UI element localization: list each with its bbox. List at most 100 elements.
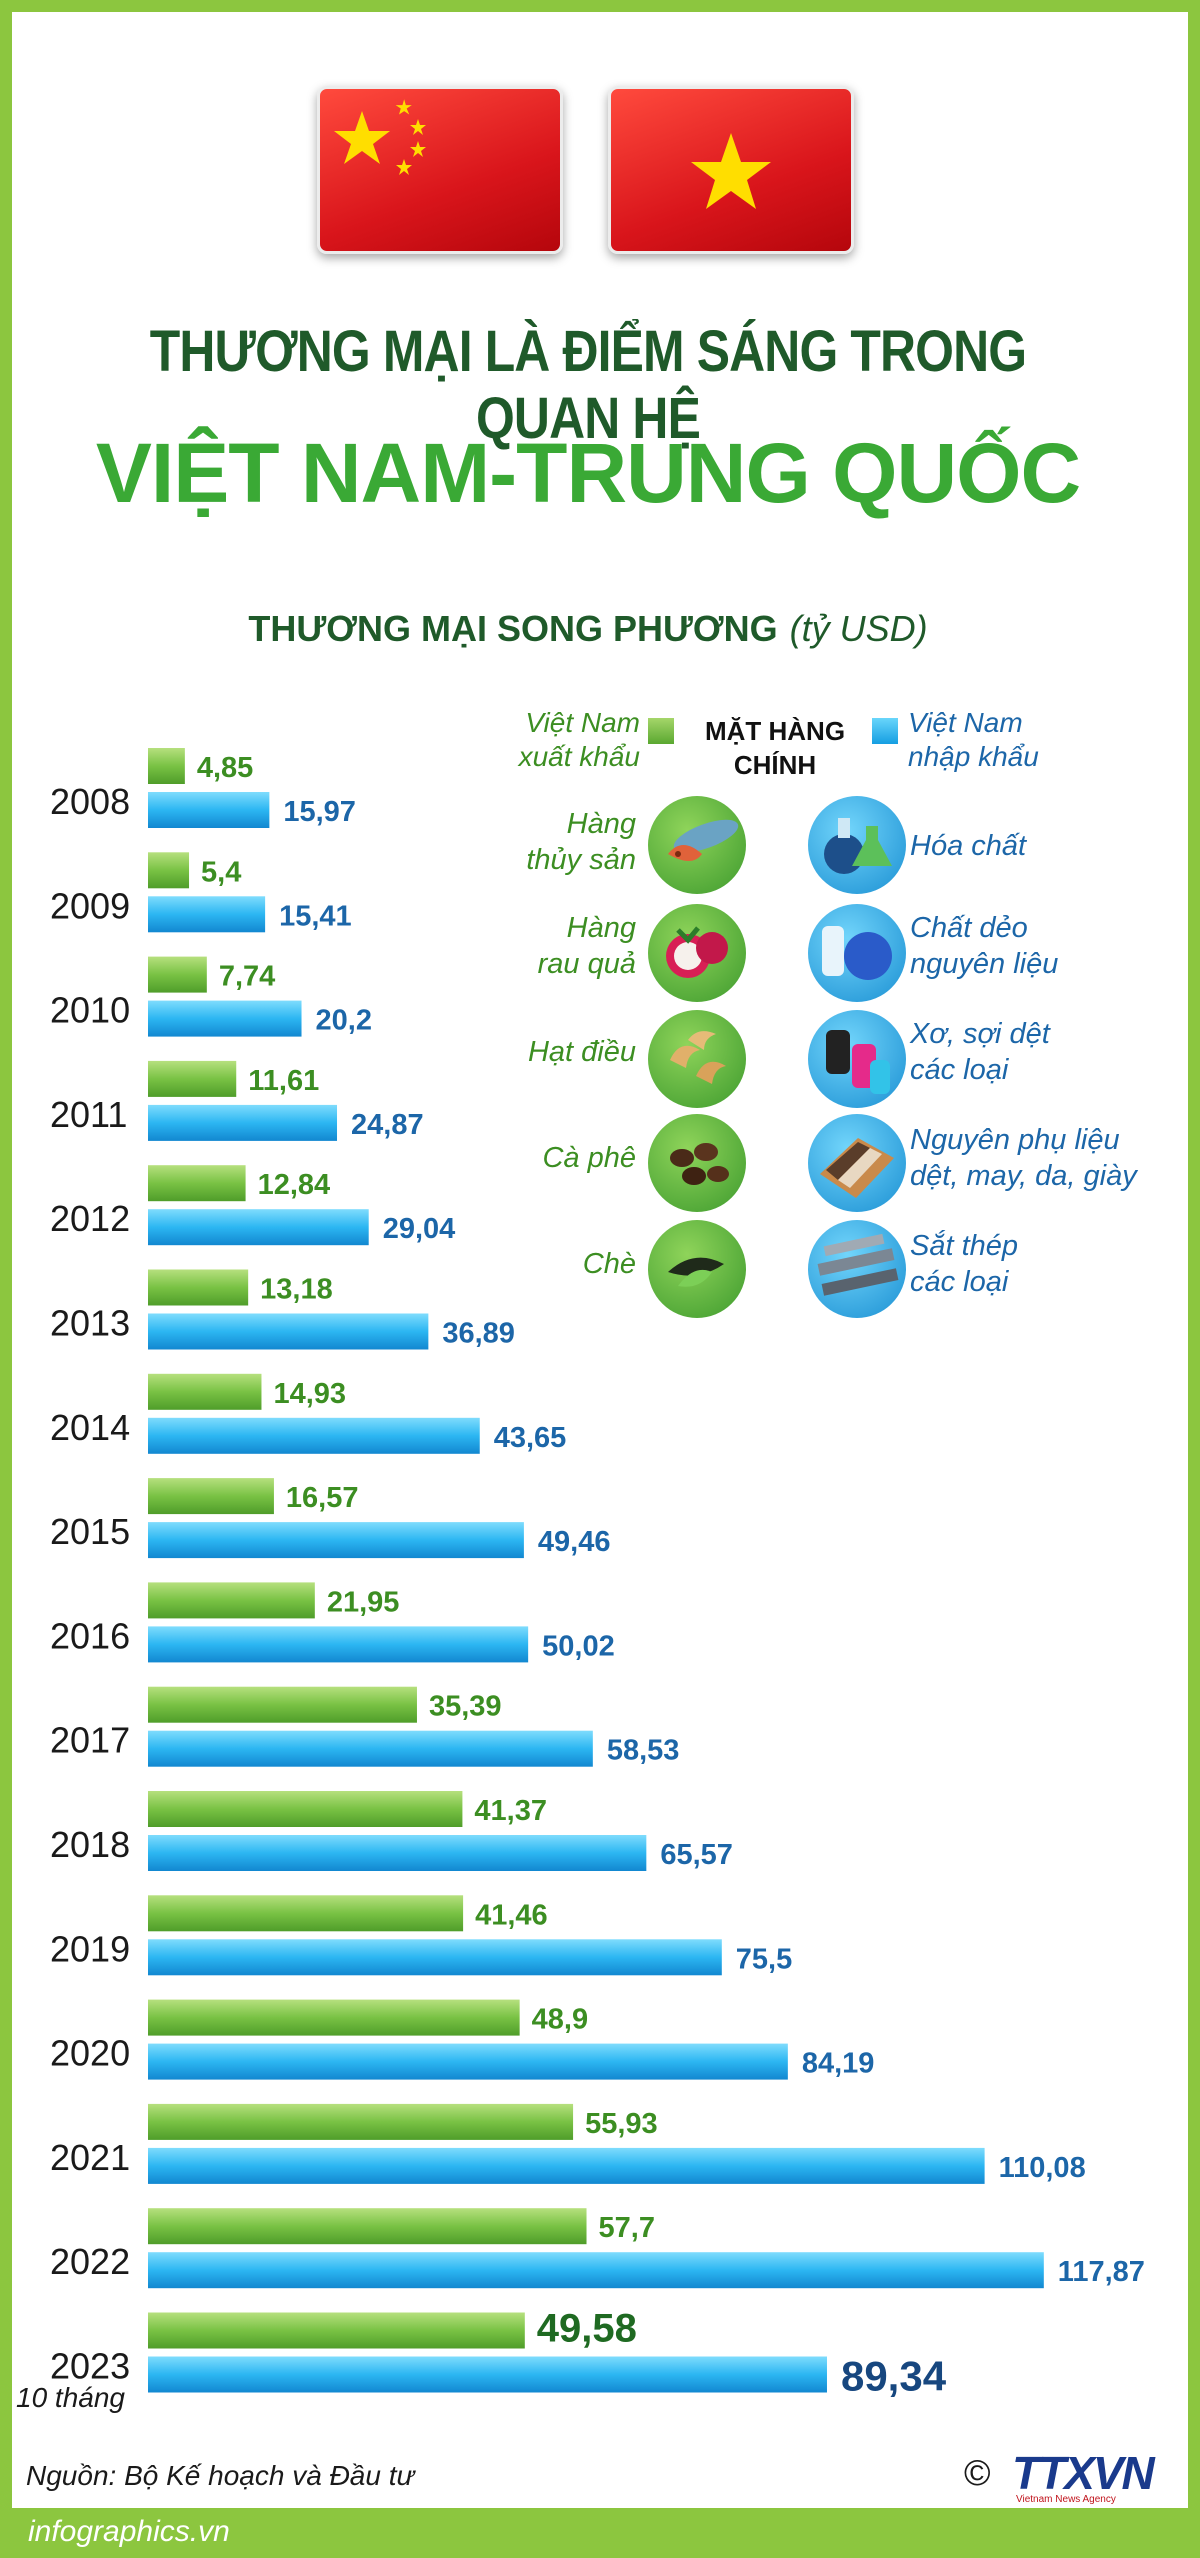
import-bar	[148, 2043, 788, 2080]
export-product-seafood: Hàng thủy sản	[496, 806, 636, 878]
import-value-label: 50,02	[542, 1630, 615, 1662]
export-product-fruit: Hàng rau quả	[496, 910, 636, 982]
import-bar	[148, 2356, 827, 2393]
export-value-label: 12,84	[258, 1169, 331, 1201]
export-product-line1: Hàng	[566, 912, 636, 944]
export-bar	[148, 1999, 520, 2036]
year-label: 2016	[50, 1615, 130, 1656]
import-bar	[148, 896, 266, 933]
legend-import-line2: nhập khẩu	[908, 741, 1039, 772]
export-bar	[148, 1269, 249, 1306]
import-bar	[148, 1835, 647, 1871]
import-product-chemicals: Hóa chất	[910, 828, 1200, 864]
legend-export-line1: Việt Nam	[525, 707, 640, 738]
export-value-label: 7,74	[219, 961, 275, 993]
import-bar	[148, 1730, 593, 1767]
import-value-label: 84,19	[802, 2048, 875, 2080]
legend-export-line2: xuất khẩu	[518, 741, 640, 772]
export-bar	[148, 1895, 464, 1932]
import-product-textile-materials: Nguyên phụ liệu dệt, may, da, giày	[910, 1122, 1200, 1194]
import-value-label: 89,34	[841, 2353, 947, 2400]
import-product-line1: Nguyên phụ liệu	[910, 1124, 1120, 1156]
import-value-label: 58,53	[607, 1735, 680, 1767]
export-value-label: 14,93	[273, 1378, 346, 1410]
export-bar	[148, 956, 207, 993]
import-value-label: 20,2	[316, 1005, 372, 1037]
title-line2: VIỆT NAM-TRUNG QUỐC	[95, 426, 1081, 520]
export-product-line1: Chè	[582, 1248, 636, 1280]
import-bar	[148, 1626, 529, 1663]
export-value-label: 57,7	[599, 2212, 655, 2244]
export-product-line2: rau quả	[537, 948, 636, 980]
chart-heading: THƯƠNG MẠI SONG PHƯƠNG (tỷ USD)	[0, 608, 1176, 650]
export-product-line1: Cà phê	[542, 1142, 636, 1174]
year-label: 2014	[50, 1407, 130, 1448]
export-product-coffee: Cà phê	[496, 1140, 636, 1176]
import-value-label: 110,08	[999, 2152, 1086, 2184]
export-bar	[148, 1373, 262, 1410]
year-label: 2013	[50, 1303, 130, 1344]
year-label: 2015	[50, 1511, 130, 1552]
import-product-line2: các loại	[910, 1266, 1009, 1298]
legend-main-line2: CHÍNH	[733, 750, 817, 780]
fabric-leather-icon	[808, 1114, 906, 1212]
site-link[interactable]: infographics.vn	[28, 2515, 230, 2548]
import-product-plastics: Chất dẻo nguyên liệu	[910, 910, 1200, 982]
import-bar	[148, 1417, 480, 1454]
year-label: 2023	[50, 2346, 130, 2387]
import-product-line1: Sắt thép	[910, 1230, 1019, 1262]
year-label: 2017	[50, 1720, 130, 1761]
legend-main-line1: MẶT HÀNG	[704, 716, 846, 746]
export-value-label: 21,95	[327, 1586, 400, 1618]
import-value-label: 49,46	[538, 1526, 611, 1558]
export-bar	[148, 2312, 525, 2349]
import-product-fibers: Xơ, sợi dệt các loại	[910, 1016, 1200, 1088]
import-value-label: 24,87	[351, 1109, 424, 1141]
export-product-line2: thủy sản	[526, 844, 636, 876]
import-value-label: 15,41	[279, 900, 352, 932]
cashew-icon	[648, 1010, 746, 1108]
year-label: 2008	[50, 781, 130, 822]
export-product-cashew: Hạt điều	[496, 1034, 636, 1070]
year-2023-note: 10 tháng	[16, 2382, 125, 2413]
legend-import-line1: Việt Nam	[908, 707, 1023, 738]
export-bar	[148, 1060, 237, 1097]
import-value-label: 65,57	[660, 1839, 733, 1871]
export-bar	[148, 1165, 246, 1202]
year-label: 2019	[50, 1928, 130, 1969]
import-bar	[148, 1000, 302, 1037]
import-product-line1: Chất dẻo	[910, 912, 1028, 944]
footer-site-tab	[0, 2510, 300, 2558]
legend-export-swatch	[648, 718, 674, 744]
export-bar	[148, 1478, 274, 1515]
steel-beams-icon	[808, 1220, 906, 1318]
import-bar	[148, 1939, 722, 1976]
import-bar	[148, 1522, 524, 1559]
seafood-icon	[648, 796, 746, 894]
title-line1: THƯƠNG MẠI LÀ ĐIỂM SÁNG TRONG QUAN HỆ	[149, 319, 1027, 451]
legend-import-label: Việt Nam nhập khẩu	[908, 706, 1098, 774]
source-note: Nguồn: Bộ Kế hoạch và Đầu tư	[26, 2460, 415, 2491]
export-value-label: 35,39	[429, 1691, 502, 1723]
export-bar	[148, 2103, 574, 2140]
export-value-label: 48,9	[532, 2004, 588, 2036]
coffee-icon	[648, 1114, 746, 1212]
export-bar	[148, 1582, 315, 1619]
import-product-line2: các loại	[910, 1054, 1009, 1086]
export-bar	[148, 748, 185, 784]
import-value-label: 43,65	[494, 1422, 567, 1454]
export-bar	[148, 2208, 587, 2245]
chemical-flask-icon	[808, 796, 906, 894]
export-product-tea: Chè	[496, 1246, 636, 1282]
year-label: 2018	[50, 1824, 130, 1865]
export-value-label: 4,85	[197, 752, 253, 784]
infographic-card	[12, 12, 1188, 2508]
china-flag-icon	[317, 86, 563, 254]
fruit-icon	[648, 904, 746, 1002]
chart-heading-text: THƯƠNG MẠI SONG PHƯƠNG	[248, 608, 778, 649]
export-product-line1: Hạt điều	[527, 1036, 636, 1068]
import-bar	[148, 1104, 338, 1141]
ttxvn-logo: TTXVN	[1012, 2447, 1155, 2499]
legend-main-products: MẶT HÀNG CHÍNH	[690, 714, 860, 782]
